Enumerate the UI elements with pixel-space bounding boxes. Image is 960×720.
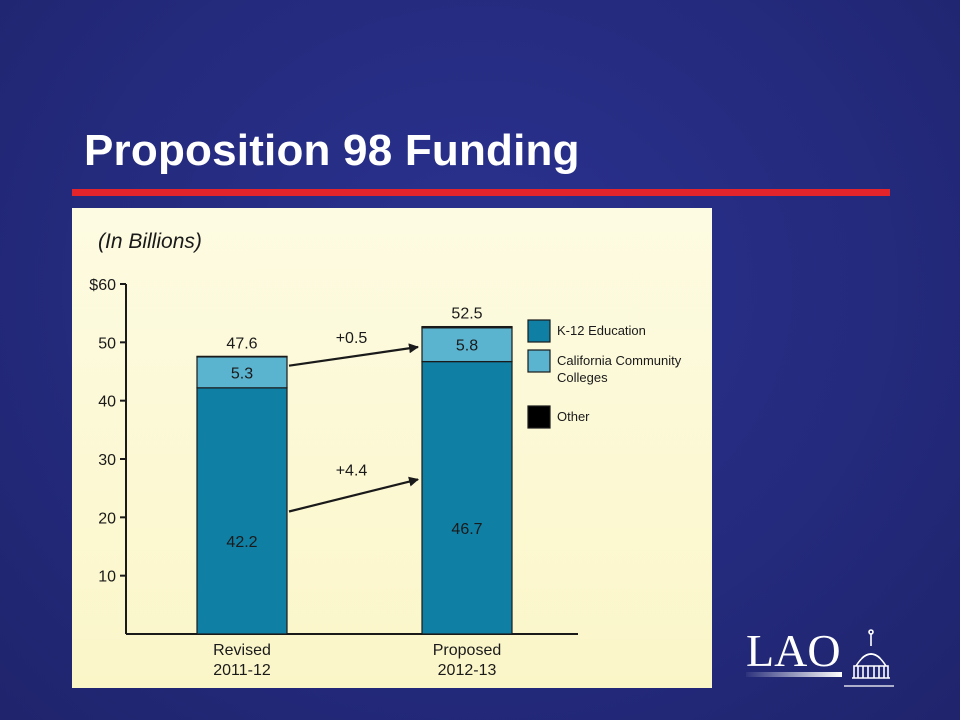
title-rule: [72, 189, 890, 196]
y-tick-label: $60: [89, 277, 116, 294]
legend-swatch-other: [527, 405, 551, 429]
x-category-label: 2012-13: [438, 662, 497, 679]
lao-logo: LAO: [744, 620, 894, 692]
bar-segment-k-12-education: [421, 360, 513, 635]
y-tick-label: 20: [98, 510, 116, 527]
bar-segment-california-community-colleges: [421, 327, 513, 363]
capitol-dome-icon: LAO: [746, 625, 894, 687]
y-tick-label: 30: [98, 452, 116, 469]
bar-total-label: 52.5: [451, 306, 482, 323]
legend-label: Other: [557, 409, 590, 424]
svg-text:LAO: LAO: [746, 625, 841, 676]
y-tick-label: 10: [98, 569, 116, 586]
bar-segment-k-12-education: [196, 387, 288, 635]
bar-total-label: 47.6: [226, 335, 257, 352]
legend-label: K-12 Education: [557, 323, 646, 338]
bar-value-label: 42.2: [226, 534, 257, 551]
chart-subtitle: (In Billions): [98, 230, 202, 253]
change-arrow: [288, 343, 419, 367]
change-arrow: [288, 476, 419, 513]
slide-title: Proposition 98 Funding: [84, 126, 580, 175]
legend-label: Colleges: [557, 370, 608, 385]
legend-swatch-california-community-colleges: [527, 349, 551, 373]
bar-segment-california-community-colleges: [196, 356, 288, 389]
change-label: +0.5: [336, 330, 368, 347]
y-tick-label: 50: [98, 335, 116, 352]
chart-panel: (In Billions) 10 20 30 40 50 $60 42.2 5.3 47.6 Rev…: [72, 208, 712, 688]
bar-segment-other: [196, 355, 288, 358]
bar-value-label: 46.7: [451, 521, 482, 538]
stacked-bar-chart: (In Billions) 10 20 30 40 50 $60 42.2 5.3 47.6 Rev…: [89, 230, 682, 679]
legend-label: California Community: [557, 353, 682, 368]
y-tick-label: 40: [98, 394, 116, 411]
bar-segment-other: [421, 325, 513, 329]
legend-swatch-k-12-education: [527, 319, 551, 343]
x-category-label: Revised: [213, 642, 271, 659]
bar-value-label: 5.3: [231, 365, 253, 382]
change-label: +4.4: [336, 462, 368, 479]
bar-value-label: 5.8: [456, 338, 478, 355]
x-category-label: Proposed: [433, 642, 502, 659]
x-category-label: 2011-12: [213, 662, 271, 679]
